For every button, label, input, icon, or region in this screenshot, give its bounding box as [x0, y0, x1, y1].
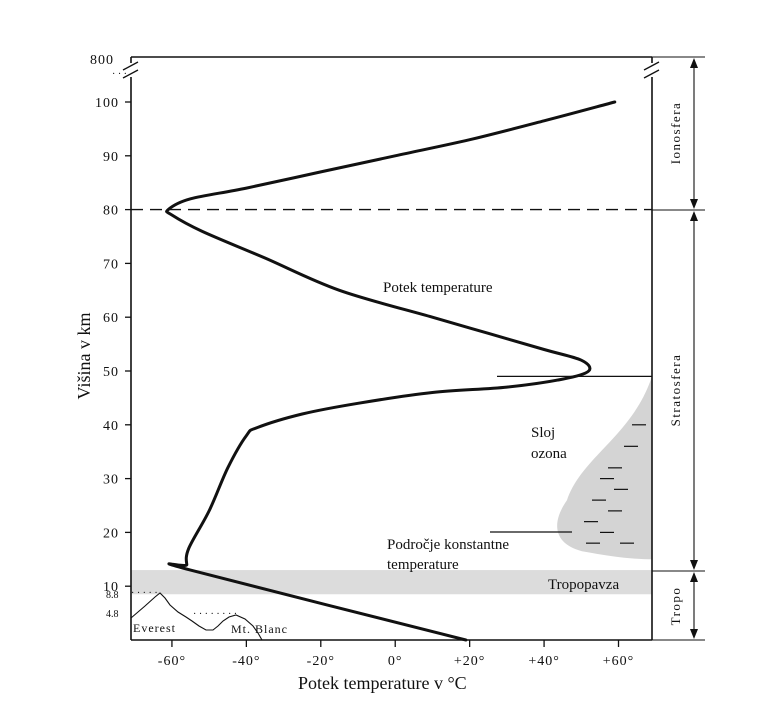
y-tick-label-70: 70: [103, 257, 119, 272]
mountain-profile: [130, 592, 263, 641]
layer-brackets: Ionosfera Stratosfera Tropo: [652, 56, 705, 641]
x-tick-label-0: 0°: [388, 654, 403, 669]
ozone-layer-area: [557, 376, 652, 560]
stratosfera-label: Stratosfera: [668, 354, 683, 427]
x-tick-label--40: -40°: [232, 654, 260, 669]
x-tick-label-40: +40°: [528, 654, 560, 669]
everest-label: Everest: [133, 621, 176, 635]
y-axis-ellipsis: · · ·: [112, 69, 127, 80]
x-axis-title: Potek temperature v °C: [298, 673, 467, 693]
everest-height-label: 8.8: [106, 590, 119, 601]
temperature-curve: [165, 100, 617, 642]
arrow-down-icon: [690, 560, 698, 570]
y-tick-label-30: 30: [103, 473, 119, 488]
y-tick-label-60: 60: [103, 311, 119, 326]
y-tick-label-80: 80: [103, 204, 119, 219]
constant-temp-label-line1: Področje konstantne: [387, 537, 509, 553]
arrow-down-icon: [690, 629, 698, 639]
curve-label: Potek temperature: [383, 280, 493, 296]
ozone-label-line2: ozona: [531, 446, 567, 462]
y-tick-label-10: 10: [103, 580, 119, 595]
y-axis-title: Višina v km: [74, 313, 94, 400]
x-tick-label-60: +60°: [603, 654, 635, 669]
y-tick-label-40: 40: [103, 419, 119, 434]
tropo-label: Tropo: [668, 587, 683, 626]
x-tick-label--60: -60°: [158, 654, 186, 669]
right-axis-break-gap: [645, 63, 659, 77]
arrow-up-icon: [690, 58, 698, 68]
arrow-up-icon: [690, 572, 698, 582]
y-tick-label-100: 100: [95, 96, 119, 111]
ionosfera-label: Ionosfera: [668, 102, 683, 165]
tropopause-band: [131, 570, 652, 595]
left-axis-break-mark: [122, 69, 139, 79]
x-tick-label--20: -20°: [307, 654, 335, 669]
y-tick-label-90: 90: [103, 150, 119, 165]
constant-temp-label-line2: temperature: [387, 557, 459, 573]
right-axis-break-mark: [643, 69, 660, 79]
montblanc-height-label: 4.8: [106, 609, 119, 620]
montblanc-label: Mt. Blanc: [231, 622, 288, 636]
left-axis-break-gap: [124, 63, 138, 77]
y-axis-ticks: 10 20 30 40 50 60 70 80 90 100: [95, 96, 131, 595]
x-tick-label-20: +20°: [454, 654, 486, 669]
montblanc-height-dots: · · · · · · · ·: [193, 609, 237, 620]
y-tick-label-50: 50: [103, 365, 119, 380]
ozone-dash-markers: [584, 424, 646, 544]
everest-height-dots: · · · · ·: [131, 588, 158, 599]
y-tick-label-800: 800: [90, 53, 114, 68]
y-tick-label-20: 20: [103, 526, 119, 541]
tropopause-label: Tropopavza: [548, 577, 619, 593]
arrow-down-icon: [690, 199, 698, 209]
x-axis-ticks: -60° -40° -20° 0° +20° +40° +60°: [158, 640, 635, 669]
ozone-label-line1: Sloj: [531, 425, 555, 441]
arrow-up-icon: [690, 211, 698, 221]
right-axis-break-mark: [643, 61, 660, 71]
left-axis-break-mark: [122, 61, 139, 71]
